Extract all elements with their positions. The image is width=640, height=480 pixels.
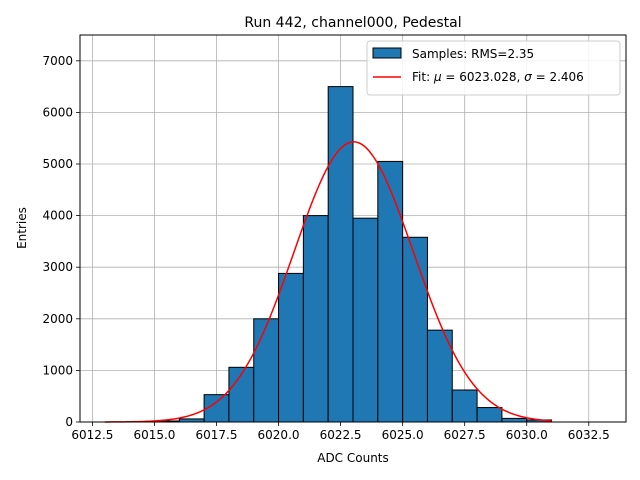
x-tick-label: 6012.5 <box>71 428 113 442</box>
histogram-bar <box>278 272 304 423</box>
histogram-bar <box>377 160 404 423</box>
y-axis-label: Entries <box>15 207 29 249</box>
y-tick-label: 6000 <box>42 105 73 119</box>
y-tick-label: 5000 <box>42 157 73 171</box>
y-tick-label: 7000 <box>42 54 73 68</box>
fit-layer <box>104 141 552 423</box>
x-tick-label: 6017.5 <box>196 428 238 442</box>
x-axis-label: ADC Counts <box>317 451 389 465</box>
x-tick-label: 6025.0 <box>382 428 424 442</box>
legend: Samples: RMS=2.35 Fit: μ = 6023.028, σ =… <box>366 40 621 96</box>
x-tick-label: 6030.0 <box>506 428 548 442</box>
histogram-bar <box>476 407 503 423</box>
histogram-bar <box>426 329 453 423</box>
legend-swatch-samples <box>372 47 402 59</box>
legend-label-fit: Fit: μ = 6023.028, σ = 2.406 <box>412 70 584 84</box>
bars-layer <box>153 86 553 423</box>
gaussian-fit-line <box>104 141 552 423</box>
histogram-bar <box>228 366 255 423</box>
histogram-bar <box>253 318 280 423</box>
legend-label-samples: Samples: RMS=2.35 <box>412 47 534 61</box>
legend-fit-mu-value: = 6023.028, <box>442 70 525 84</box>
histogram-bar <box>327 86 354 423</box>
y-axis-ticks: 0 1000 2000 3000 4000 5000 6000 7000 <box>42 54 80 429</box>
y-tick-label: 3000 <box>42 260 73 274</box>
y-tick-label: 1000 <box>42 363 73 377</box>
y-tick-label: 0 <box>65 415 73 429</box>
legend-fit-prefix: Fit: <box>412 70 434 84</box>
x-axis-ticks: 6012.5 6015.0 6017.5 6020.0 6022.5 6025.0 6027… <box>71 422 610 442</box>
legend-fit-sigma-value: = 2.406 <box>532 70 584 84</box>
legend-fit-mu-symbol: μ <box>433 70 442 84</box>
x-tick-label: 6027.5 <box>444 428 486 442</box>
plot-frame <box>79 34 627 423</box>
x-tick-label: 6032.5 <box>568 428 610 442</box>
histogram-bar <box>302 215 329 423</box>
y-tick-label: 4000 <box>42 209 73 223</box>
y-tick-label: 2000 <box>42 312 73 326</box>
legend-box <box>366 40 621 96</box>
x-tick-label: 6022.5 <box>320 428 362 442</box>
histogram-bar <box>352 217 379 423</box>
histogram-bar <box>501 417 528 423</box>
histogram-bar <box>451 389 478 423</box>
x-tick-label: 6020.0 <box>258 428 300 442</box>
chart-title: Run 442, channel000, Pedestal <box>244 15 461 31</box>
legend-fit-sigma-symbol: σ <box>524 70 532 84</box>
x-tick-label: 6015.0 <box>133 428 175 442</box>
histogram-bar <box>402 236 428 423</box>
